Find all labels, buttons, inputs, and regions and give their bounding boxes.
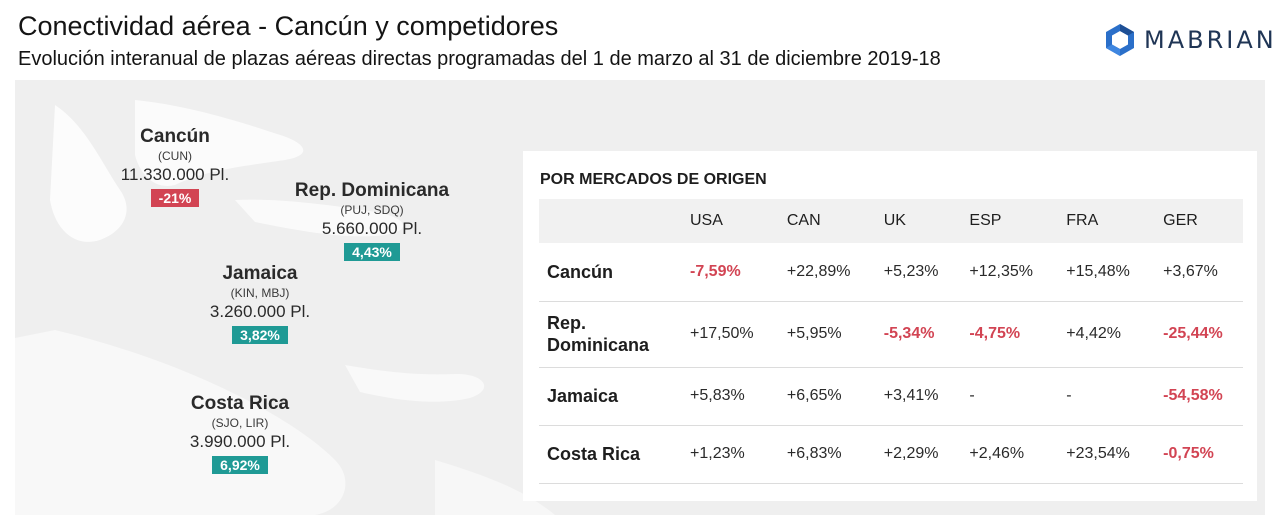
table-cell: +22,89% [774,243,872,302]
change-badge: 3,82% [232,326,288,344]
region-seats: 3.260.000 Pl. [209,302,311,321]
region-code: (KIN, MBJ) [230,286,290,300]
region-costa-rica: Costa Rica (SJO, LIR) 3.990.000 Pl. 6,92… [175,393,305,475]
table-row: Jamaica +5,83% +6,65% +3,41% - - -54,58% [539,367,1243,426]
column-header: UK [883,212,906,229]
table-cell: +15,48% [1054,243,1152,302]
region-seats: 11.330.000 Pl. [120,165,230,184]
column-header: USA [690,212,723,229]
column-header: ESP [969,212,1002,229]
region-cancun: Cancún (CUN) 11.330.000 Pl. -21% [115,126,235,208]
region-code: (CUN) [158,149,192,163]
table-header-row: USA CAN UK ESP FRA GER [539,199,1243,243]
region-seats: 3.990.000 Pl. [189,432,291,451]
region-name: Cancún [140,126,210,147]
region-code: (SJO, LIR) [211,416,269,430]
table-cell: +17,50% [678,301,775,368]
table-cell: +4,42% [1054,301,1152,368]
column-header: CAN [786,212,821,229]
logo-wordmark: MABRIAN [1144,26,1277,54]
table-cell: +12,35% [957,243,1055,302]
change-badge: 6,92% [212,456,268,474]
row-label: Costa Rica [539,425,678,484]
table-cell: -0,75% [1151,425,1243,484]
table-cell: +2,29% [871,425,958,484]
region-jamaica: Jamaica (KIN, MBJ) 3.260.000 Pl. 3,82% [195,263,325,345]
table-cell: +5,95% [774,301,872,368]
region-code: (PUJ, SDQ) [340,203,404,217]
table-cell: +5,83% [678,367,775,426]
table-cell: +3,41% [871,367,958,426]
table-cell: +5,23% [871,243,958,302]
column-header: GER [1163,212,1198,229]
table-cell: +6,83% [774,425,872,484]
row-label: Cancún [539,243,678,302]
table-row: Cancún -7,59% +22,89% +5,23% +12,35% +15… [539,243,1243,302]
page-subtitle: Evolución interanual de plazas aéreas di… [18,48,941,70]
region-rep-dominicana: Rep. Dominicana (PUJ, SDQ) 5.660.000 Pl.… [287,180,457,262]
region-name: Jamaica [222,263,298,284]
table-row: Rep. Dominicana +17,50% +5,95% -5,34% -4… [539,301,1243,368]
hexagon-logo-icon [1106,24,1134,56]
page-title: Conectividad aérea - Cancún y competidor… [18,11,559,41]
table-cell: - [1054,367,1152,426]
markets-panel: POR MERCADOS DE ORIGEN USA CAN UK ESP FR… [523,151,1257,501]
table-cell: -5,34% [871,301,958,368]
table-cell: -25,44% [1151,301,1243,368]
table-cell: +1,23% [678,425,775,484]
row-label: Rep. Dominicana [539,301,678,368]
table-cell: +6,65% [774,367,872,426]
region-seats: 5.660.000 Pl. [321,219,423,238]
column-header: FRA [1066,212,1099,229]
table-cell: -4,75% [957,301,1055,368]
table-cell: -7,59% [678,243,775,302]
table-cell: +3,67% [1151,243,1243,302]
panel-title: POR MERCADOS DE ORIGEN [540,171,767,188]
table-row: Costa Rica +1,23% +6,83% +2,29% +2,46% +… [539,425,1243,484]
table-cell: - [957,367,1055,426]
table-header-blank [539,199,678,243]
table-cell: +2,46% [957,425,1055,484]
table-cell: -54,58% [1151,367,1243,426]
region-name: Rep. Dominicana [294,180,450,201]
region-name: Costa Rica [190,393,290,414]
brand-logo: MABRIAN [1104,22,1277,58]
table-cell: +23,54% [1054,425,1152,484]
change-badge: 4,43% [344,243,400,261]
markets-table: USA CAN UK ESP FRA GER Cancún -7,59% +22… [539,199,1243,484]
change-badge: -21% [150,189,200,207]
row-label: Jamaica [539,367,678,426]
